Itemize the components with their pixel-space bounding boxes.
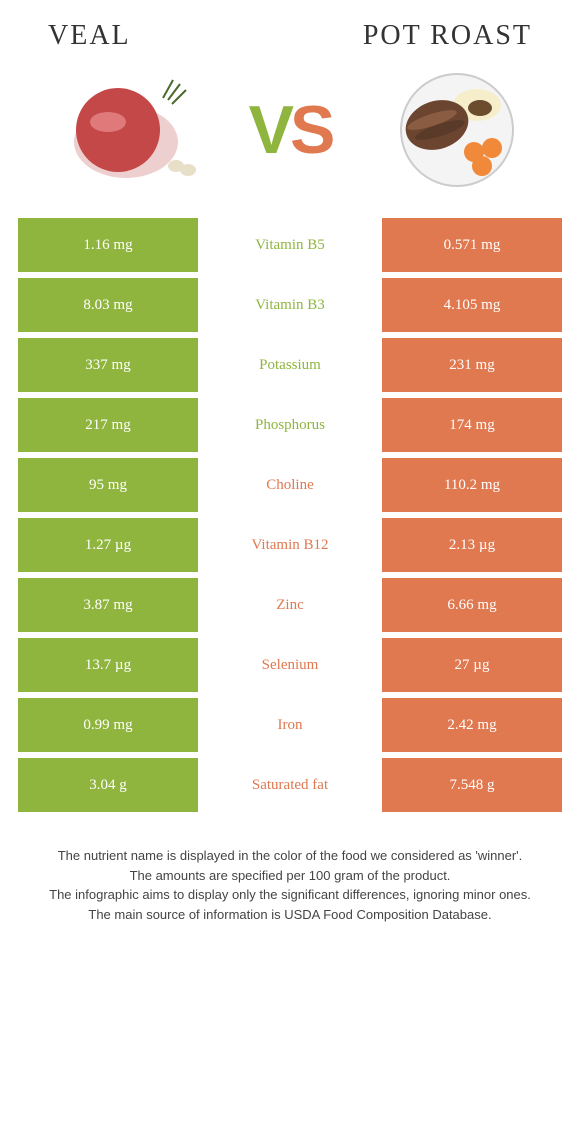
vs-s: S	[290, 92, 331, 168]
nutrient-label: Zinc	[198, 578, 382, 632]
left-value: 1.27 µg	[18, 518, 198, 572]
veal-icon	[48, 70, 198, 190]
nutrient-label: Vitamin B5	[198, 218, 382, 272]
header-row: Veal Pot roast	[18, 20, 562, 52]
right-food-title: Pot roast	[363, 20, 532, 52]
right-value: 4.105 mg	[382, 278, 562, 332]
left-value: 3.04 g	[18, 758, 198, 812]
left-value: 337 mg	[18, 338, 198, 392]
vs-v: V	[249, 92, 290, 168]
nutrient-row: 1.27 µgVitamin B122.13 µg	[18, 518, 562, 572]
nutrient-row: 3.87 mgZinc6.66 mg	[18, 578, 562, 632]
nutrient-label: Vitamin B12	[198, 518, 382, 572]
left-value: 13.7 µg	[18, 638, 198, 692]
nutrient-table: 1.16 mgVitamin B50.571 mg8.03 mgVitamin …	[18, 218, 562, 812]
nutrient-row: 1.16 mgVitamin B50.571 mg	[18, 218, 562, 272]
footer-line-4: The main source of information is USDA F…	[28, 905, 552, 925]
left-value: 8.03 mg	[18, 278, 198, 332]
nutrient-label: Selenium	[198, 638, 382, 692]
footer-line-2: The amounts are specified per 100 gram o…	[28, 866, 552, 886]
nutrient-row: 8.03 mgVitamin B34.105 mg	[18, 278, 562, 332]
left-value: 217 mg	[18, 398, 198, 452]
nutrient-label: Iron	[198, 698, 382, 752]
nutrient-label: Phosphorus	[198, 398, 382, 452]
left-value: 1.16 mg	[18, 218, 198, 272]
left-value: 95 mg	[18, 458, 198, 512]
nutrient-row: 13.7 µgSelenium27 µg	[18, 638, 562, 692]
nutrient-row: 95 mgCholine110.2 mg	[18, 458, 562, 512]
footer-line-3: The infographic aims to display only the…	[28, 885, 552, 905]
right-value: 2.13 µg	[382, 518, 562, 572]
nutrient-row: 337 mgPotassium231 mg	[18, 338, 562, 392]
right-value: 110.2 mg	[382, 458, 562, 512]
right-value: 174 mg	[382, 398, 562, 452]
veal-image	[48, 70, 198, 190]
infographic-container: Veal Pot roast VS	[0, 0, 580, 944]
nutrient-label: Vitamin B3	[198, 278, 382, 332]
nutrient-row: 3.04 gSaturated fat7.548 g	[18, 758, 562, 812]
right-value: 7.548 g	[382, 758, 562, 812]
right-value: 0.571 mg	[382, 218, 562, 272]
pot-roast-image	[382, 70, 532, 190]
footer-line-1: The nutrient name is displayed in the co…	[28, 846, 552, 866]
nutrient-row: 217 mgPhosphorus174 mg	[18, 398, 562, 452]
left-value: 0.99 mg	[18, 698, 198, 752]
vs-label: VS	[249, 91, 332, 169]
right-value: 6.66 mg	[382, 578, 562, 632]
right-value: 231 mg	[382, 338, 562, 392]
footer-notes: The nutrient name is displayed in the co…	[18, 846, 562, 924]
pot-roast-icon	[382, 70, 532, 190]
nutrient-label: Potassium	[198, 338, 382, 392]
left-value: 3.87 mg	[18, 578, 198, 632]
right-value: 27 µg	[382, 638, 562, 692]
nutrient-label: Choline	[198, 458, 382, 512]
left-food-title: Veal	[48, 20, 131, 52]
nutrient-label: Saturated fat	[198, 758, 382, 812]
nutrient-row: 0.99 mgIron2.42 mg	[18, 698, 562, 752]
right-value: 2.42 mg	[382, 698, 562, 752]
images-row: VS	[18, 70, 562, 218]
